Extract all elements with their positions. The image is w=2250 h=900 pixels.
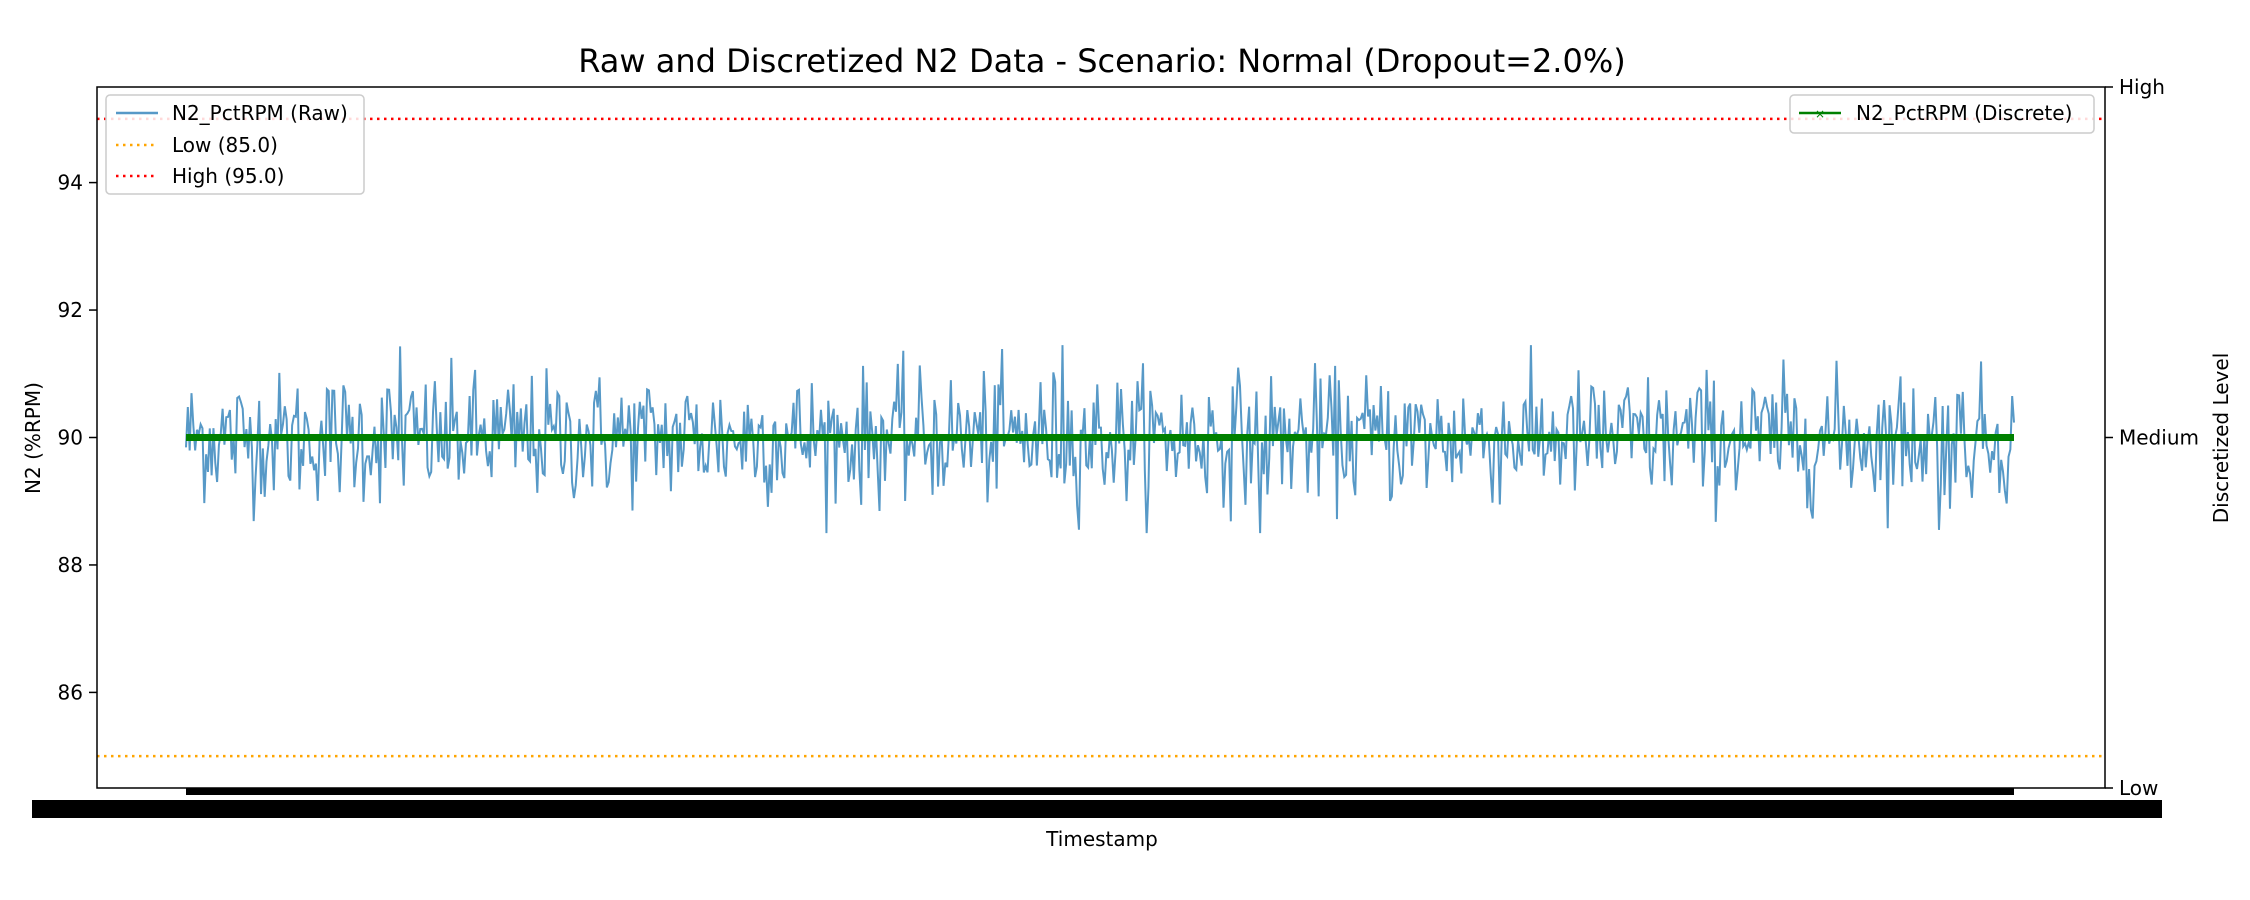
legend-right-box [1789, 94, 2095, 134]
legend-label-low: Low (85.0) [172, 133, 278, 157]
x-tick-marks [186, 788, 2014, 795]
y2-tick-label: Low [2119, 776, 2158, 800]
y-tick-label: 94 [58, 171, 83, 195]
x-axis [32, 788, 2162, 818]
y-tick-label: 90 [58, 426, 83, 450]
y-tick-label: 92 [58, 298, 83, 322]
y-axis-right: Low Medium High [2105, 75, 2199, 800]
legend-label-discrete: N2_PctRPM (Discrete) [1856, 101, 2072, 125]
y2-tick-label: Medium [2119, 426, 2199, 450]
x-tick-labels-overlap [32, 800, 2162, 818]
legend-left-box [105, 94, 365, 195]
y-axis-label: N2 (%RPM) [21, 382, 45, 494]
y2-axis-label: Discretized Level [2209, 353, 2233, 524]
threshold-layer [97, 117, 2105, 758]
series-raw-line [185, 345, 2015, 534]
legend-label-high: High (95.0) [172, 164, 284, 188]
plot-layer [185, 345, 2015, 534]
y-axis-left: 86 88 90 92 94 [58, 171, 97, 704]
y-tick-label: 88 [58, 553, 83, 577]
legend-left: N2_PctRPM (Raw) Low (85.0) High (95.0) [105, 94, 365, 195]
y-tick-label: 86 [58, 680, 83, 704]
legend-label-raw: N2_PctRPM (Raw) [172, 101, 348, 125]
chart-title: Raw and Discretized N2 Data - Scenario: … [578, 42, 1625, 80]
y2-tick-label: High [2119, 75, 2165, 99]
x-axis-label: Timestamp [1045, 827, 1158, 851]
legend-right: × N2_PctRPM (Discrete) [1789, 94, 2095, 134]
legend-swatch-discrete-marker: × [1815, 107, 1825, 121]
